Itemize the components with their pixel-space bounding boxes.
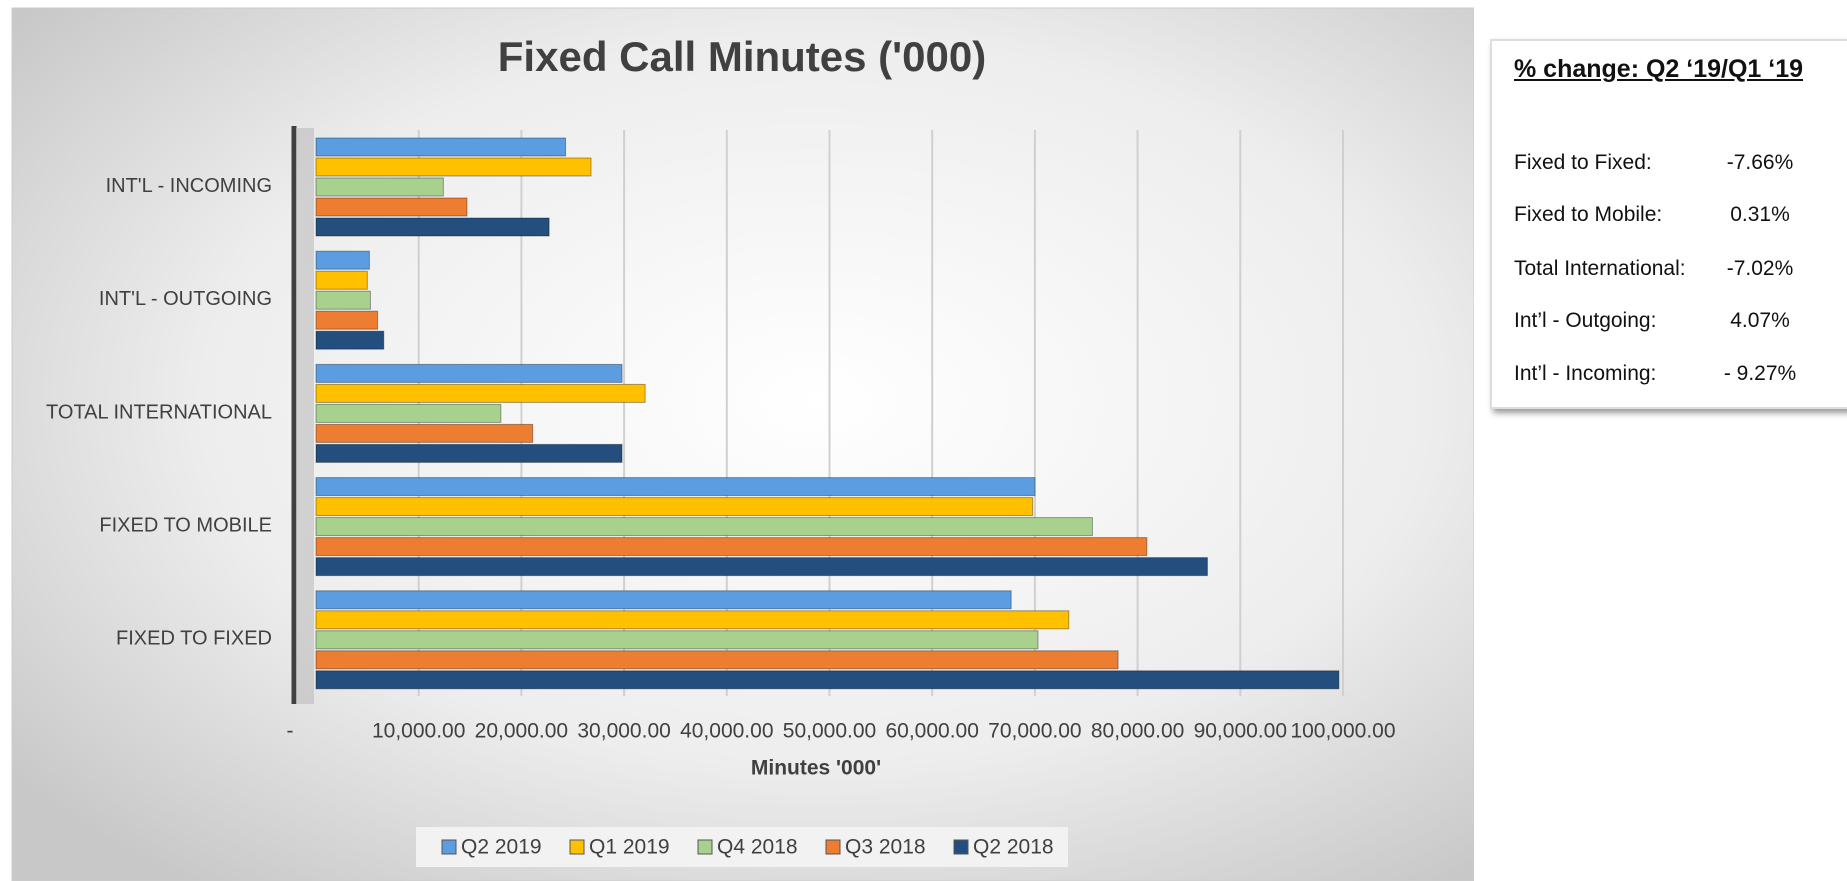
legend-swatch — [953, 839, 969, 855]
x-tick-label: 70,000.00 — [988, 720, 1081, 743]
x-tick-label: 10,000.00 — [372, 720, 465, 743]
x-tick-label: 20,000.00 — [475, 720, 568, 743]
change-label: Total International: — [1514, 257, 1686, 280]
bar — [315, 137, 567, 157]
bar — [315, 270, 368, 290]
change-label: Int’l - Incoming: — [1514, 362, 1657, 385]
x-tick-label: 40,000.00 — [680, 720, 773, 743]
legend-label: Q1 2019 — [589, 836, 670, 859]
x-tick-label: - — [287, 720, 294, 743]
y-tick-label: TOTAL INTERNATIONAL — [46, 401, 272, 423]
change-label: Fixed to Fixed: — [1514, 151, 1652, 174]
bar — [315, 290, 371, 310]
chart-title: Fixed Call Minutes ('000) — [498, 33, 986, 80]
bar — [315, 477, 1036, 497]
x-tick-label: 60,000.00 — [885, 720, 978, 743]
axis-wall — [296, 128, 314, 704]
x-tick-label: 80,000.00 — [1091, 720, 1184, 743]
change-value: -7.66% — [1726, 151, 1794, 174]
legend-label: Q2 2019 — [461, 836, 542, 859]
y-tick-label: INT'L - OUTGOING — [99, 288, 272, 310]
bar — [315, 610, 1070, 630]
bar — [315, 670, 1340, 690]
change-value: 4.07% — [1730, 309, 1790, 332]
bar — [315, 330, 385, 350]
bar — [315, 363, 623, 383]
legend-label: Q2 2018 — [973, 836, 1054, 859]
bar — [315, 217, 550, 237]
legend-swatch — [697, 839, 713, 855]
legend-swatch — [441, 839, 457, 855]
bar — [315, 250, 370, 270]
bar — [315, 557, 1208, 577]
bar — [315, 443, 623, 463]
change-panel: % change: Q2 ‘19/Q1 ‘19 Fixed to Fixed: -… — [1490, 39, 1847, 409]
bar — [315, 403, 502, 423]
panel-title: % change: Q2 ‘19/Q1 ‘19 — [1514, 55, 1804, 83]
bar — [315, 497, 1034, 517]
x-tick-label: 30,000.00 — [577, 720, 670, 743]
x-tick-label: 100,000.00 — [1290, 720, 1395, 743]
y-tick-label: INT'L - INCOMING — [106, 175, 272, 197]
bar — [315, 197, 468, 217]
change-label: Fixed to Mobile: — [1514, 203, 1663, 226]
x-tick-label: 90,000.00 — [1194, 720, 1287, 743]
y-tick-label: FIXED TO MOBILE — [99, 514, 272, 536]
change-value: 0.31% — [1730, 203, 1790, 226]
change-value: - 9.27% — [1723, 362, 1797, 385]
chart: Fixed Call Minutes ('000) Minutes '000' … — [11, 7, 1474, 881]
legend-swatch — [825, 839, 841, 855]
change-value: -7.02% — [1726, 257, 1794, 280]
bar — [315, 517, 1093, 537]
y-tick-label: FIXED TO FIXED — [116, 628, 272, 650]
bar — [315, 590, 1012, 610]
change-label: Int’l - Outgoing: — [1514, 309, 1657, 332]
x-axis-title: Minutes '000' — [751, 757, 881, 780]
x-tick-label: 50,000.00 — [783, 720, 876, 743]
legend-swatch — [569, 839, 585, 855]
bar — [315, 383, 646, 403]
bar — [315, 157, 592, 177]
bar — [315, 630, 1039, 650]
legend-label: Q3 2018 — [845, 836, 926, 859]
chart-background — [11, 7, 1474, 881]
bar — [315, 537, 1148, 557]
bar — [315, 650, 1119, 670]
bar — [315, 423, 534, 443]
legend-label: Q4 2018 — [717, 836, 798, 859]
bar — [315, 310, 379, 330]
bar — [315, 177, 444, 197]
